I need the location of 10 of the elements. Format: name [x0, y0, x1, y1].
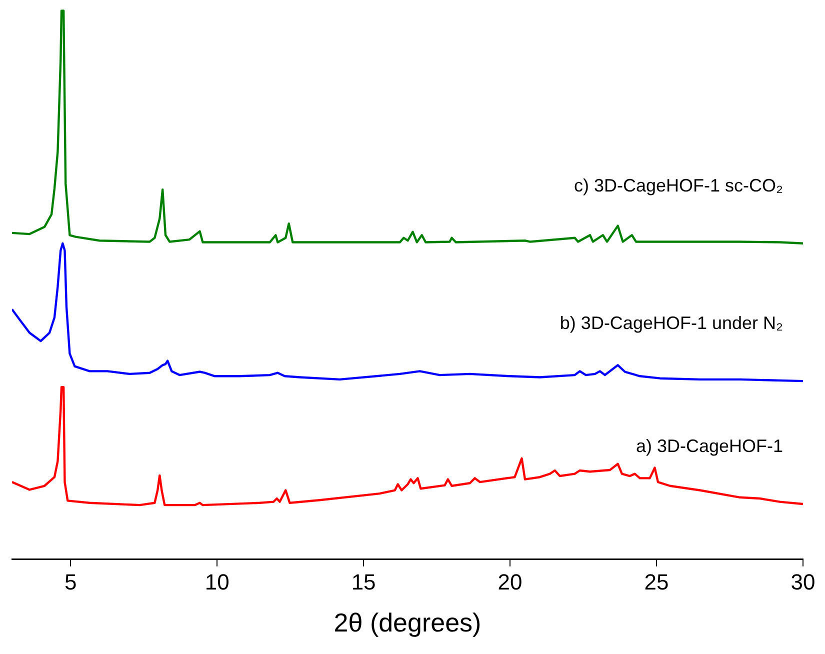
x-tick-label: 30: [790, 570, 816, 595]
text: b) 3D-CageHOF-1 under N₂: [560, 313, 783, 334]
x-tick-label: 5: [64, 570, 77, 595]
text: c) 3D-CageHOF-1 sc-CO₂: [574, 175, 784, 196]
x-tick-label: 10: [204, 570, 230, 595]
x-tick-label: 20: [498, 570, 522, 595]
x-tick-label: 25: [644, 570, 669, 595]
x-tick-label: 15: [351, 570, 376, 595]
series-label: a) 3D-CageHOF-1: [636, 436, 783, 456]
x-axis-title: 2θ (degrees): [334, 608, 482, 638]
